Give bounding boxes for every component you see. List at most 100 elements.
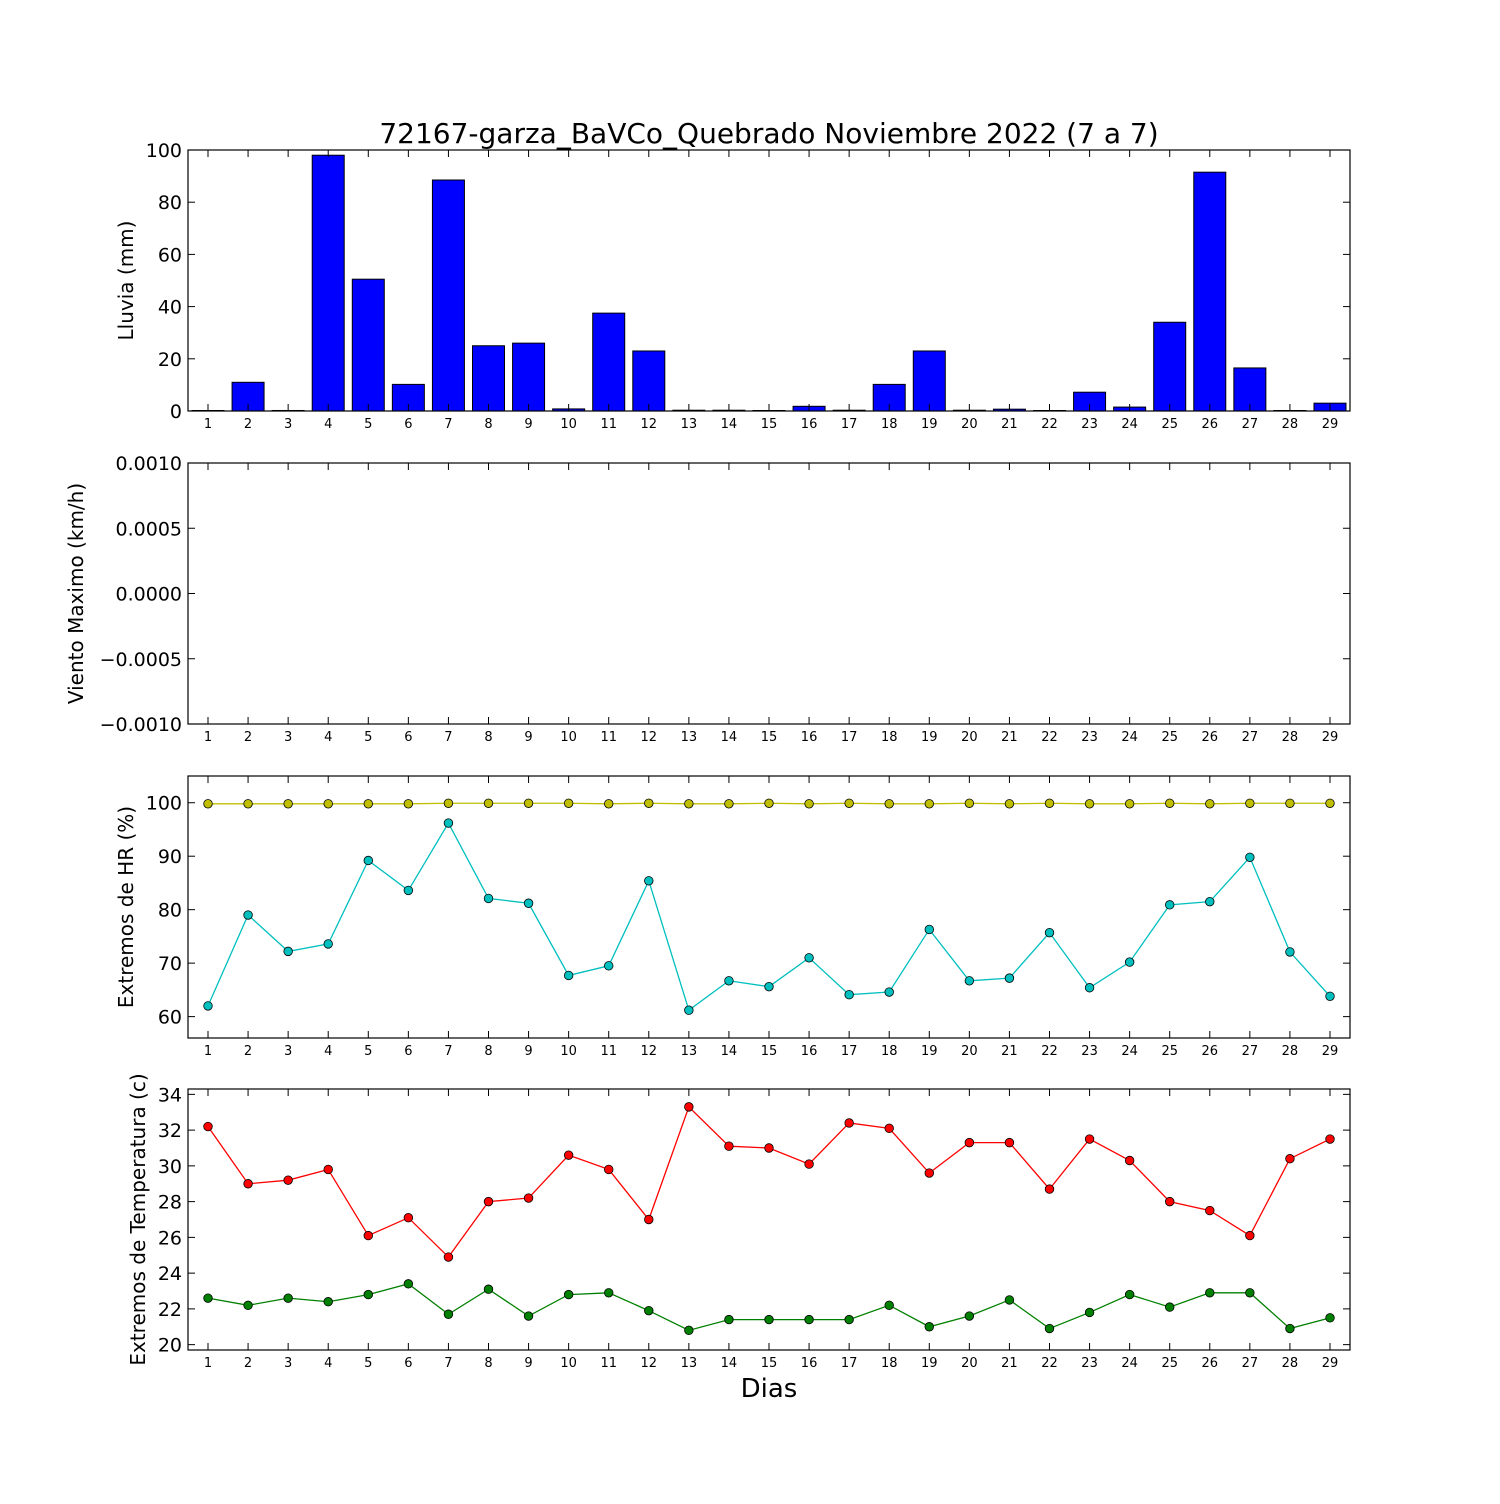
point-s2-day-6 [403,885,414,896]
point-s2-day-17 [844,1314,854,1325]
y-tick-label: 0.0000 [116,584,182,606]
x-tick-label: 11 [600,1356,617,1371]
x-tick-label: 2 [244,1356,252,1371]
x-tick-label: 26 [1202,730,1219,745]
x-tick-label: 4 [324,417,332,432]
x-tick-label: 5 [364,417,372,432]
x-tick-label: 14 [721,1356,738,1371]
x-tick-label: 13 [681,730,698,745]
point-s1-day-24 [1124,1155,1135,1166]
point-s2-day-23 [1084,983,1095,993]
point-s1-day-5 [363,1230,373,1241]
point-s2-day-2 [243,1300,253,1311]
x-tick-label: 4 [324,1356,332,1371]
bar-day-11 [592,312,626,412]
point-s1-day-7 [443,1252,454,1262]
y-tick-label: 0.0005 [116,518,182,540]
point-s2-day-8 [483,1284,494,1294]
point-s1-day-21 [1004,1137,1015,1148]
point-s2-day-14 [724,976,734,986]
x-tick-label: 24 [1121,1044,1138,1059]
point-s2-day-16 [804,1314,814,1325]
bar-day-27 [1233,367,1267,412]
point-s1-day-16 [804,1159,814,1169]
bar-day-19 [912,350,946,412]
point-s2-day-13 [684,1325,694,1336]
point-s2-day-5 [363,1289,373,1300]
y-tick-label: 80 [158,900,182,922]
point-s1-day-23 [1084,799,1095,809]
x-tick-label: 20 [961,1044,978,1059]
point-s2-day-29 [1325,1313,1335,1323]
bar-day-5 [351,278,385,412]
x-tick-label: 17 [841,1356,858,1371]
x-tick-label: 8 [484,1356,492,1371]
point-s2-day-24 [1124,1289,1135,1300]
point-s1-day-11 [604,799,614,809]
y-tick-label: 34 [158,1084,182,1106]
point-s2-day-22 [1044,927,1055,938]
x-tick-label: 12 [641,730,658,745]
x-tick-label: 25 [1161,1044,1178,1059]
point-s2-day-11 [604,961,614,971]
point-s1-day-1 [203,799,213,809]
x-tick-label: 26 [1202,1044,1219,1059]
y-axis-label: Extremos de HR (%) [114,806,138,1008]
x-tick-label: 13 [681,1044,698,1059]
series-line-1 [207,1105,1331,1259]
y-tick-label: 20 [158,1335,182,1357]
x-tick-label: 15 [761,730,778,745]
x-tick-label: 17 [841,417,858,432]
x-axis-label: Dias [741,1374,798,1404]
y-tick-label: 28 [158,1192,182,1214]
point-s1-day-10 [563,798,574,808]
x-tick-label: 9 [524,417,532,432]
x-tick-label: 3 [284,1044,292,1059]
x-tick-label: 3 [284,1356,292,1371]
x-tick-label: 9 [524,1356,532,1371]
point-s1-day-14 [724,1141,734,1151]
point-s2-day-28 [1285,947,1295,957]
x-tick-label: 18 [881,730,898,745]
x-tick-label: 15 [761,1356,778,1371]
y-tick-label: 60 [158,1007,182,1029]
bar-day-12 [632,350,666,412]
y-tick-label: 0 [170,401,182,423]
x-tick-label: 20 [961,1356,978,1371]
x-tick-label: 12 [641,1044,658,1059]
x-tick-label: 18 [881,1044,898,1059]
point-s2-day-15 [764,1314,774,1325]
point-s1-day-2 [243,799,253,809]
point-s1-day-24 [1124,799,1135,809]
point-s1-day-10 [563,1150,574,1160]
y-tick-label: 32 [158,1120,182,1142]
point-s2-day-19 [924,924,934,935]
bar-day-9 [512,342,546,412]
point-s2-day-27 [1245,852,1255,862]
point-s2-day-20 [964,976,975,986]
y-tick-label: −0.0010 [100,714,182,736]
x-tick-label: 14 [721,417,738,432]
point-s1-day-2 [243,1179,253,1189]
x-tick-label: 18 [881,417,898,432]
x-tick-label: 23 [1081,417,1098,432]
plot-frame [187,1088,1351,1351]
x-tick-label: 21 [1001,730,1018,745]
x-tick-label: 18 [881,1356,898,1371]
point-s2-day-4 [323,939,333,949]
point-s2-day-20 [964,1311,975,1321]
x-tick-label: 15 [761,417,778,432]
point-s2-day-22 [1044,1323,1055,1334]
y-tick-label: 26 [158,1227,182,1249]
y-axis-label: Lluvia (mm) [114,221,138,341]
x-tick-label: 23 [1081,1356,1098,1371]
x-tick-label: 7 [444,417,452,432]
x-tick-label: 3 [284,417,292,432]
x-tick-label: 15 [761,1044,778,1059]
point-s2-day-1 [203,1293,213,1303]
bar-day-7 [431,179,465,412]
x-tick-label: 13 [681,1356,698,1371]
